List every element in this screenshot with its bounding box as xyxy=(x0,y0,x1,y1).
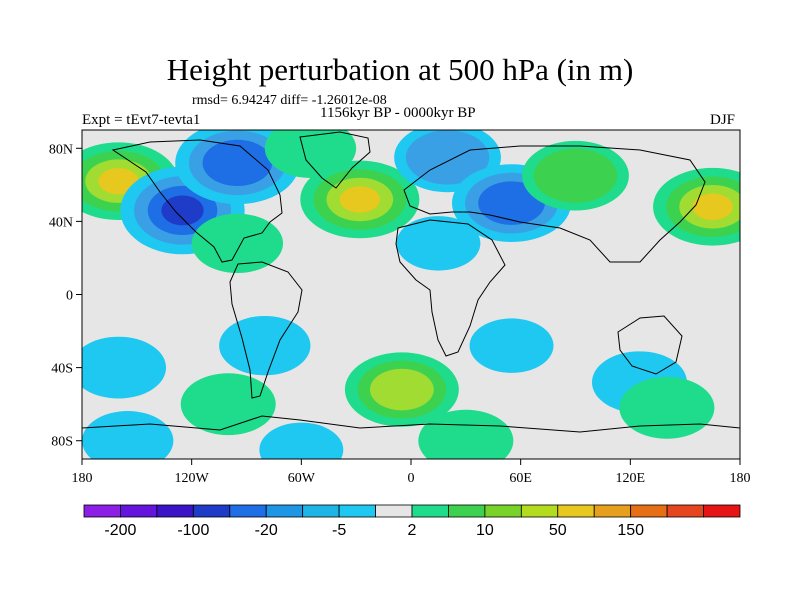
colorbar-swatch xyxy=(666,504,704,518)
colorbar-swatch xyxy=(229,504,267,518)
coast-north-america xyxy=(111,139,283,263)
anomaly-cell xyxy=(418,409,514,459)
colorbar-swatch xyxy=(265,504,304,518)
x-axis-ticks: 180 120W 60W 0 60E 120E 180 xyxy=(72,459,751,486)
anomaly-cell xyxy=(369,368,434,411)
colorbar-swatch xyxy=(484,504,522,518)
coast-africa xyxy=(395,219,506,357)
season-label: DJF xyxy=(710,112,736,128)
colorbar-swatch xyxy=(375,504,413,518)
anomaly-cell xyxy=(339,186,381,213)
y-tick-label: 40S xyxy=(51,362,73,377)
colorbar-swatch xyxy=(520,504,559,518)
colorbar-label: 150 xyxy=(617,522,644,539)
x-tick-label: 180 xyxy=(730,471,751,486)
colorbar-swatch xyxy=(593,504,632,518)
x-tick-label: 60W xyxy=(288,471,316,486)
colorbar: -200 -100 -20 -5 2 10 50 150 xyxy=(83,504,741,539)
anomaly-cell xyxy=(219,315,311,376)
anomaly-cell xyxy=(202,139,273,186)
colorbar-label: 10 xyxy=(476,522,494,539)
colorbar-swatch xyxy=(703,504,741,518)
anomaly-field xyxy=(82,130,740,459)
plot-title: Height perturbation at 500 hPa (in m) xyxy=(166,52,634,87)
x-tick-label: 120E xyxy=(616,471,646,486)
anomaly-cell xyxy=(478,181,545,225)
anomaly-cell xyxy=(533,148,618,203)
coast-greenland xyxy=(299,131,371,189)
colorbar-label: -100 xyxy=(177,522,209,539)
colorbar-swatch xyxy=(557,504,595,518)
colorbar-label: -200 xyxy=(104,522,136,539)
x-tick-label: 120W xyxy=(175,471,210,486)
colorbar-swatch xyxy=(83,504,121,518)
coast-eurasia xyxy=(403,145,706,263)
anomaly-cell xyxy=(469,318,554,373)
anomaly-cell xyxy=(82,336,167,399)
anomaly-cell xyxy=(191,213,284,274)
colorbar-swatch xyxy=(411,504,449,518)
coast-antarctica xyxy=(82,415,740,433)
x-tick-label: 60E xyxy=(509,471,532,486)
colorbar-swatch xyxy=(630,504,668,518)
anomaly-cell xyxy=(396,216,481,271)
colorbar-swatch xyxy=(156,504,194,518)
y-tick-label: 40N xyxy=(49,215,73,230)
x-tick-label: 0 xyxy=(408,471,415,486)
anomaly-cell xyxy=(692,193,733,220)
y-axis-ticks: 80N 40N 0 40S 80S xyxy=(49,142,82,450)
anomaly-cell xyxy=(98,167,139,195)
colorbar-label: -20 xyxy=(255,522,278,539)
rmsd-line: rmsd= 6.94247 diff= -1.26012e-08 xyxy=(192,93,387,108)
anomaly-cell xyxy=(82,411,174,459)
colorbar-label: 50 xyxy=(549,522,567,539)
anomaly-cell xyxy=(619,376,715,439)
anomaly-cell xyxy=(405,130,490,185)
y-tick-label: 80N xyxy=(49,142,73,157)
colorbar-swatch xyxy=(302,504,340,518)
colorbar-label: -5 xyxy=(332,522,346,539)
experiment-label: Expt = tEvt7-tevta1 xyxy=(82,112,201,128)
coast-australia xyxy=(617,315,683,375)
x-tick-label: 180 xyxy=(72,471,93,486)
colorbar-swatch xyxy=(192,504,231,518)
colorbar-swatch xyxy=(448,504,486,518)
coastlines xyxy=(82,131,740,433)
y-tick-label: 80S xyxy=(51,435,73,450)
colorbar-swatch xyxy=(338,504,376,518)
anomaly-cell xyxy=(259,422,344,459)
period-subtitle: 1156kyr BP - 0000kyr BP xyxy=(320,105,476,121)
coast-south-america xyxy=(229,261,303,399)
y-tick-label: 0 xyxy=(66,289,73,304)
colorbar-label: 2 xyxy=(408,522,417,539)
colorbar-swatch xyxy=(120,504,158,518)
anomaly-cell xyxy=(180,373,276,436)
anomaly-cell xyxy=(161,195,204,226)
